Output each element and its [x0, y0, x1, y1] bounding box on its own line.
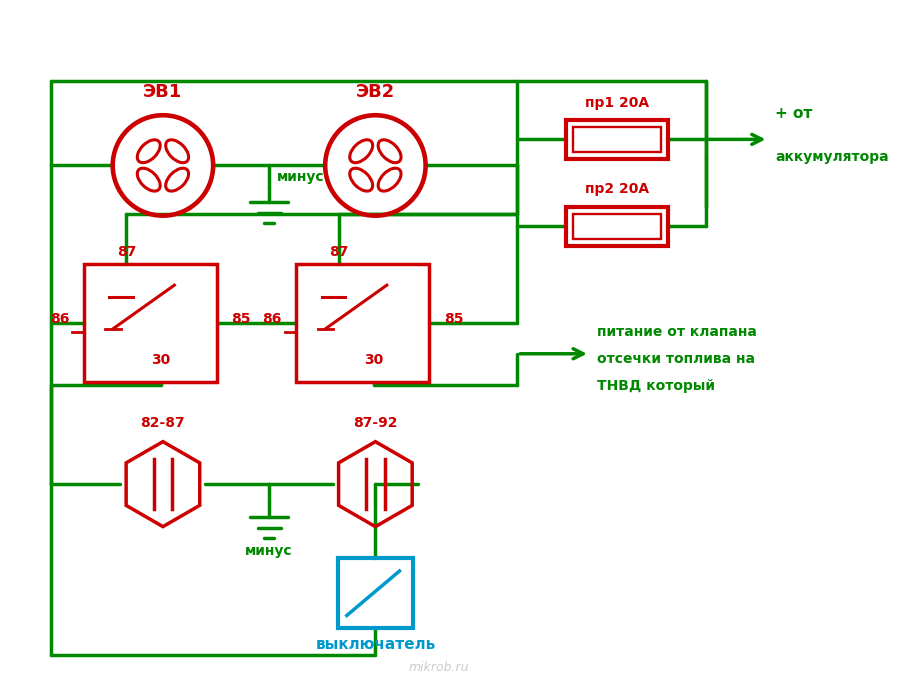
Text: ЭВ2: ЭВ2 — [356, 83, 395, 101]
Text: 85: 85 — [444, 312, 463, 326]
Text: 87: 87 — [330, 245, 349, 260]
Text: ТНВД который: ТНВД который — [597, 380, 715, 393]
Text: питание от клапана: питание от клапана — [597, 325, 756, 339]
Text: отсечки топлива на: отсечки топлива на — [597, 353, 755, 366]
Text: mikrob.ru: mikrob.ru — [409, 661, 469, 675]
Text: 30: 30 — [364, 353, 383, 367]
Text: 87-92: 87-92 — [353, 416, 398, 430]
Bar — [296, 264, 429, 382]
Text: 85: 85 — [232, 312, 251, 326]
Bar — [566, 207, 667, 246]
Text: выключатель: выключатель — [315, 637, 436, 652]
Text: пр1 20А: пр1 20А — [585, 96, 649, 110]
Text: минус: минус — [245, 543, 293, 558]
Bar — [566, 120, 667, 159]
Bar — [84, 264, 217, 382]
Text: ЭВ1: ЭВ1 — [143, 83, 183, 101]
Text: пр2 20А: пр2 20А — [585, 183, 649, 196]
Text: аккумулятора: аккумулятора — [775, 150, 889, 164]
Text: 86: 86 — [50, 312, 69, 326]
Bar — [338, 559, 413, 628]
Text: 82-87: 82-87 — [141, 416, 185, 430]
Text: минус: минус — [277, 170, 324, 184]
Text: 30: 30 — [152, 353, 171, 367]
Text: 87: 87 — [117, 245, 136, 260]
Text: 86: 86 — [262, 312, 281, 326]
Bar — [573, 127, 661, 152]
Bar — [573, 214, 661, 239]
Text: + от: + от — [775, 106, 813, 121]
